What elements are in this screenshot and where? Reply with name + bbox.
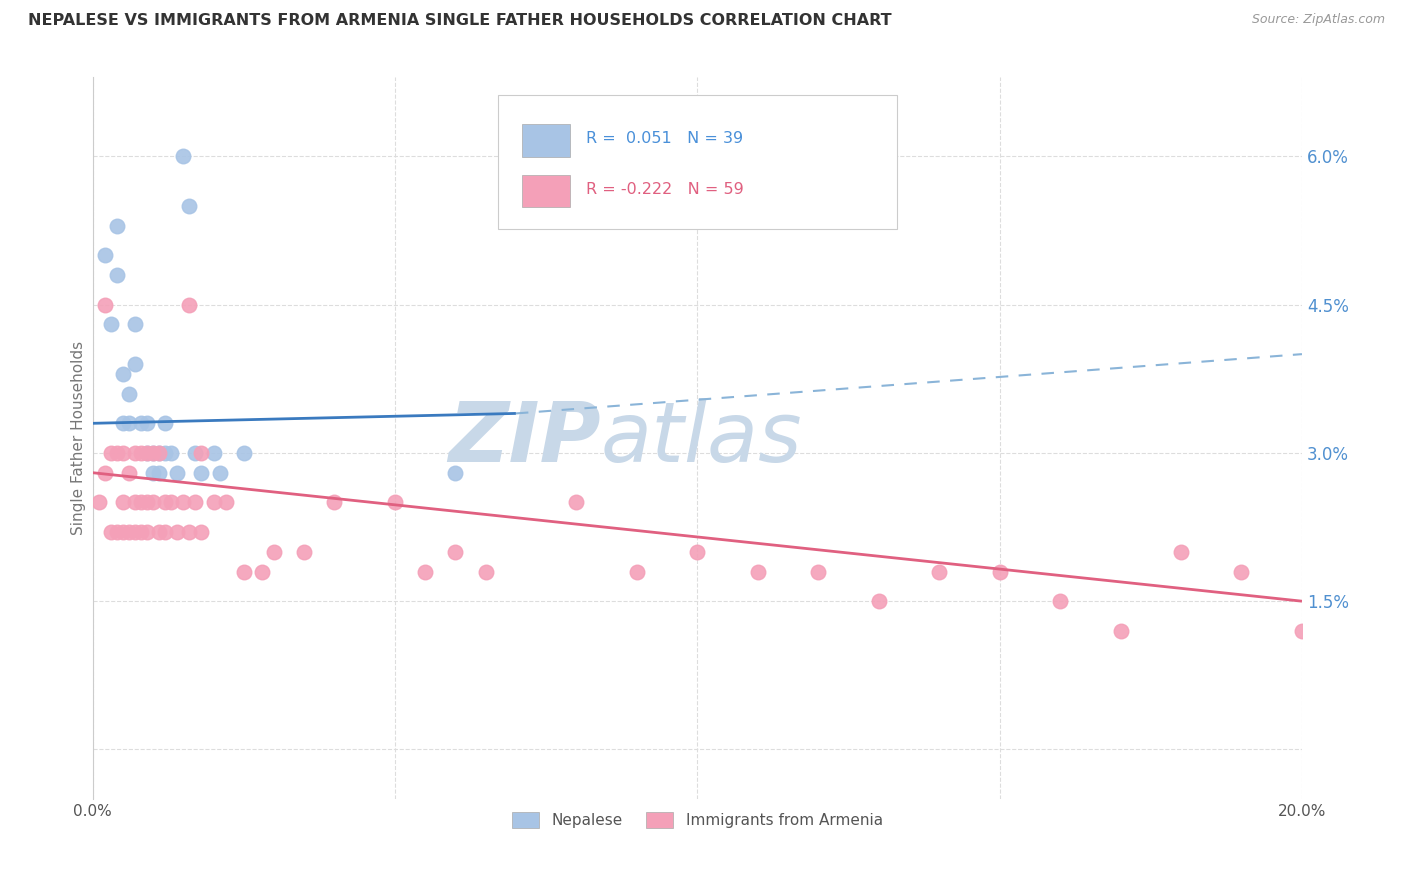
Point <box>118 524 141 539</box>
Point <box>160 446 183 460</box>
Point <box>136 446 159 460</box>
Point <box>148 446 170 460</box>
Point <box>250 565 273 579</box>
Point <box>153 446 176 460</box>
Point <box>148 466 170 480</box>
Point <box>111 524 134 539</box>
Point <box>323 495 346 509</box>
Point <box>444 466 467 480</box>
Point <box>153 495 176 509</box>
Point <box>988 565 1011 579</box>
Y-axis label: Single Father Households: Single Father Households <box>72 341 86 535</box>
Point <box>292 545 315 559</box>
Point <box>124 495 146 509</box>
Point <box>148 524 170 539</box>
Point <box>111 495 134 509</box>
Point <box>153 524 176 539</box>
Point <box>1291 624 1313 638</box>
Point <box>124 357 146 371</box>
Point <box>100 524 122 539</box>
Point <box>263 545 285 559</box>
Point <box>100 446 122 460</box>
Point <box>179 199 201 213</box>
Point <box>142 446 165 460</box>
Point <box>190 524 212 539</box>
Point <box>179 524 201 539</box>
Point <box>474 565 496 579</box>
Point <box>111 417 134 431</box>
Point <box>626 565 648 579</box>
Point <box>124 318 146 332</box>
Point <box>1170 545 1192 559</box>
Point <box>384 495 406 509</box>
Point <box>124 524 146 539</box>
Text: NEPALESE VS IMMIGRANTS FROM ARMENIA SINGLE FATHER HOUSEHOLDS CORRELATION CHART: NEPALESE VS IMMIGRANTS FROM ARMENIA SING… <box>28 13 891 29</box>
FancyBboxPatch shape <box>498 95 897 229</box>
Point <box>928 565 950 579</box>
Point <box>118 466 141 480</box>
Point <box>124 446 146 460</box>
Point <box>105 446 128 460</box>
Point <box>202 446 225 460</box>
Point <box>87 495 110 509</box>
Point <box>184 495 207 509</box>
Point <box>153 417 176 431</box>
Point <box>129 495 152 509</box>
Point <box>118 417 141 431</box>
Text: R =  0.051   N = 39: R = 0.051 N = 39 <box>586 131 744 146</box>
Point <box>136 446 159 460</box>
Point <box>105 219 128 233</box>
Point <box>208 466 231 480</box>
Text: ZIP: ZIP <box>449 398 600 479</box>
Point <box>232 446 254 460</box>
FancyBboxPatch shape <box>522 175 571 207</box>
Point <box>105 268 128 282</box>
Point <box>444 545 467 559</box>
Point <box>184 446 207 460</box>
Point <box>111 367 134 381</box>
Point <box>565 495 588 509</box>
Point <box>105 524 128 539</box>
Point <box>686 545 709 559</box>
Point <box>136 524 159 539</box>
Point <box>142 446 165 460</box>
Point <box>202 495 225 509</box>
Point <box>172 495 194 509</box>
Point <box>142 466 165 480</box>
Point <box>118 386 141 401</box>
Point <box>1230 565 1253 579</box>
Point <box>129 417 152 431</box>
FancyBboxPatch shape <box>522 124 571 157</box>
Point <box>93 466 115 480</box>
Point <box>136 495 159 509</box>
Point <box>747 565 769 579</box>
Point <box>142 495 165 509</box>
Point <box>148 446 170 460</box>
Point <box>136 417 159 431</box>
Point <box>111 446 134 460</box>
Point <box>413 565 436 579</box>
Point <box>807 565 830 579</box>
Point <box>160 495 183 509</box>
Point <box>166 524 188 539</box>
Legend: Nepalese, Immigrants from Armenia: Nepalese, Immigrants from Armenia <box>506 806 889 835</box>
Text: R = -0.222   N = 59: R = -0.222 N = 59 <box>586 182 744 197</box>
Text: atlas: atlas <box>600 398 803 479</box>
Point <box>1109 624 1132 638</box>
Point <box>1049 594 1071 608</box>
Point <box>100 318 122 332</box>
Point <box>93 298 115 312</box>
Point <box>93 248 115 262</box>
Point <box>190 466 212 480</box>
Point <box>190 446 212 460</box>
Point <box>868 594 890 608</box>
Point <box>232 565 254 579</box>
Point <box>172 149 194 163</box>
Point <box>179 298 201 312</box>
Point <box>129 446 152 460</box>
Point <box>129 524 152 539</box>
Point <box>166 466 188 480</box>
Text: Source: ZipAtlas.com: Source: ZipAtlas.com <box>1251 13 1385 27</box>
Point <box>214 495 236 509</box>
